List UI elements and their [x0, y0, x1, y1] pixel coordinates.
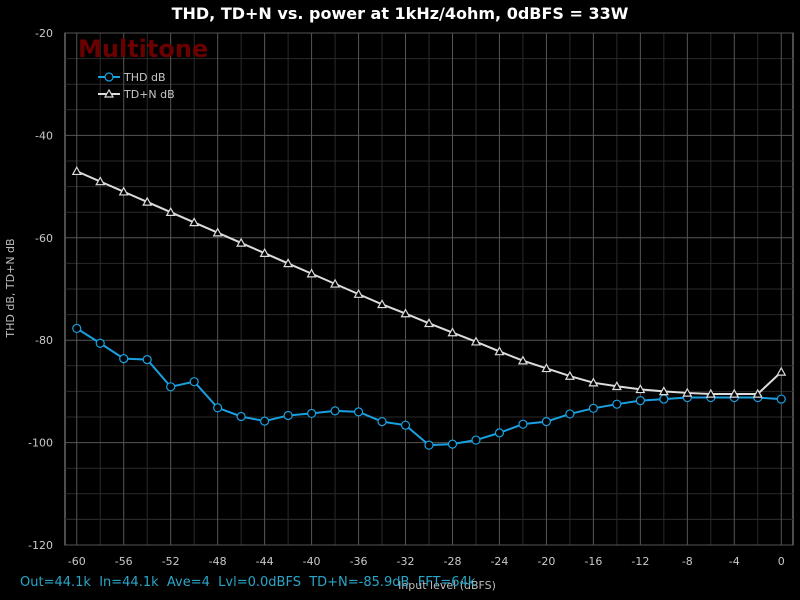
data-point — [470, 336, 481, 346]
x-tick-label: -48 — [209, 555, 227, 568]
data-point — [518, 419, 528, 429]
data-point — [541, 417, 552, 427]
data-point — [166, 382, 176, 392]
data-point — [447, 327, 458, 337]
y-tick-label: -20 — [35, 27, 53, 40]
y-tick-labels: -20 -40 -60 -80 -100 -120 — [28, 27, 53, 552]
data-point — [165, 206, 176, 216]
data-point — [118, 186, 129, 196]
data-point — [377, 299, 388, 309]
status-bar: Out=44.1k In=44.1k Ave=4 Lvl=0.0dBFS TD+… — [20, 575, 476, 590]
data-point — [213, 403, 223, 413]
x-tick-label: -44 — [256, 555, 274, 568]
data-point — [236, 237, 247, 247]
data-point — [236, 411, 246, 422]
x-tick-label: -56 — [115, 555, 133, 568]
series-layer — [71, 166, 787, 450]
data-point — [612, 399, 622, 409]
series-tdn — [71, 166, 787, 398]
data-point — [377, 417, 387, 427]
data-point — [682, 387, 693, 397]
legend-marker — [104, 72, 114, 82]
data-point — [776, 394, 786, 404]
data-point — [283, 410, 293, 421]
data-point — [353, 407, 364, 417]
data-point — [635, 384, 646, 394]
data-point — [705, 388, 716, 398]
data-point — [330, 406, 340, 416]
y-tick-label: -120 — [28, 539, 53, 552]
data-point — [283, 258, 294, 268]
y-tick-label: -60 — [35, 232, 53, 245]
x-tick-label: -28 — [443, 555, 461, 568]
x-tick-label: -32 — [397, 555, 415, 568]
chart-title: THD, TD+N vs. power at 1kHz/4ohm, 0dBFS … — [171, 4, 629, 23]
x-tick-label: -16 — [584, 555, 602, 568]
data-point — [588, 403, 598, 413]
x-tick-label: -8 — [682, 555, 693, 568]
data-point — [635, 396, 645, 406]
data-point — [400, 420, 411, 430]
data-point — [142, 196, 153, 206]
data-point — [447, 439, 458, 449]
x-tick-label: -4 — [729, 555, 740, 568]
data-point — [72, 323, 82, 334]
data-point — [95, 338, 105, 348]
x-tick-labels: -60 -56 -52 -48 -44 -40 -36 -32 -28 -24 -20 -16 -12-… — [68, 555, 785, 568]
x-tick-label: -40 — [303, 555, 321, 568]
data-point — [189, 377, 199, 387]
watermark-text: Multitone — [78, 35, 208, 63]
data-point — [611, 381, 622, 391]
data-point — [424, 440, 434, 450]
x-tick-label: -12 — [631, 555, 649, 568]
data-point — [494, 428, 505, 438]
data-point — [212, 227, 223, 237]
data-point — [306, 408, 317, 419]
x-tick-label: -52 — [162, 555, 180, 568]
data-point — [517, 355, 528, 365]
data-point — [306, 268, 317, 278]
x-tick-label: -36 — [350, 555, 368, 568]
data-point — [565, 409, 575, 419]
x-tick-label: 0 — [778, 555, 785, 568]
y-tick-label: -40 — [35, 129, 53, 142]
data-point — [330, 278, 341, 288]
minor-grid — [65, 33, 793, 545]
data-point — [729, 388, 740, 398]
x-tick-label: -60 — [68, 555, 86, 568]
data-point — [423, 318, 435, 328]
x-tick-label: -24 — [490, 555, 508, 568]
data-point — [541, 363, 552, 373]
y-axis-label: THD dB, TD+N dB — [4, 238, 17, 338]
data-point — [189, 217, 200, 227]
legend-label: THD dB — [123, 71, 166, 84]
data-point — [142, 355, 152, 365]
x-axis-label: Input level (dBFS) — [398, 579, 496, 592]
data-point — [259, 247, 270, 257]
y-tick-label: -80 — [35, 334, 53, 347]
x-tick-label: -20 — [537, 555, 555, 568]
data-point — [752, 388, 763, 398]
data-point — [659, 394, 669, 404]
legend: THD dB TD+N dB — [98, 71, 175, 101]
data-point — [260, 416, 270, 426]
data-point — [71, 166, 82, 176]
legend-marker — [103, 88, 115, 98]
data-point — [119, 354, 129, 364]
legend-label: TD+N dB — [123, 88, 175, 101]
data-point — [353, 288, 364, 298]
data-point — [400, 308, 411, 318]
y-tick-label: -100 — [28, 437, 53, 450]
data-point — [588, 377, 599, 387]
data-point — [95, 176, 106, 186]
data-point — [471, 435, 481, 445]
data-point — [494, 346, 505, 356]
data-point — [658, 386, 669, 396]
data-point — [776, 366, 787, 376]
data-point — [564, 370, 575, 380]
